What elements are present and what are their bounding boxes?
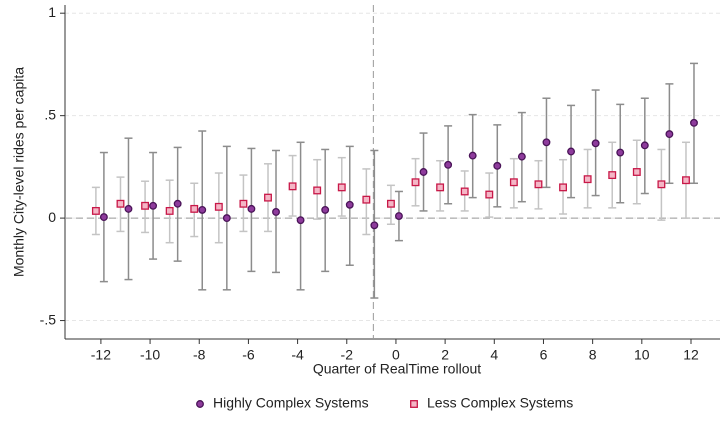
point bbox=[567, 147, 576, 156]
y-tick-label: 0 bbox=[48, 209, 56, 225]
point bbox=[337, 183, 346, 192]
x-tick-label: 6 bbox=[540, 347, 548, 363]
point bbox=[640, 141, 649, 150]
x-axis-title: Quarter of RealTime rollout bbox=[313, 361, 481, 377]
x-tick-label: 0 bbox=[392, 347, 400, 363]
point bbox=[141, 201, 150, 210]
point bbox=[288, 182, 297, 191]
point bbox=[321, 205, 330, 214]
point bbox=[485, 190, 494, 199]
point bbox=[509, 178, 518, 187]
x-tick-label: 10 bbox=[634, 347, 650, 363]
point bbox=[591, 139, 600, 148]
point bbox=[165, 206, 174, 215]
point bbox=[436, 183, 445, 192]
point bbox=[239, 199, 248, 208]
point bbox=[394, 212, 403, 221]
x-tick-label: 12 bbox=[683, 347, 699, 363]
x-tick-label: -10 bbox=[140, 347, 160, 363]
point bbox=[386, 199, 395, 208]
point bbox=[460, 187, 469, 196]
x-tick-label: -4 bbox=[291, 347, 304, 363]
point bbox=[534, 180, 543, 189]
point bbox=[608, 171, 617, 180]
point bbox=[517, 152, 526, 161]
point bbox=[583, 175, 592, 184]
point bbox=[116, 199, 125, 208]
point bbox=[542, 138, 551, 147]
point bbox=[690, 118, 698, 127]
point bbox=[370, 221, 379, 230]
point bbox=[149, 201, 158, 210]
x-tick-label: 8 bbox=[589, 347, 597, 363]
legend-marker bbox=[196, 400, 204, 408]
point bbox=[682, 176, 690, 185]
point bbox=[493, 161, 502, 170]
point bbox=[665, 130, 674, 139]
point bbox=[362, 195, 371, 204]
point bbox=[190, 204, 199, 213]
x-tick-label: -8 bbox=[193, 347, 206, 363]
legend-label: Less Complex Systems bbox=[427, 395, 573, 411]
x-tick-label: -2 bbox=[341, 347, 354, 363]
point bbox=[632, 168, 641, 176]
point bbox=[313, 186, 322, 195]
point bbox=[214, 202, 223, 211]
point bbox=[616, 148, 625, 157]
point bbox=[559, 183, 568, 192]
point bbox=[419, 168, 428, 176]
y-tick-label: 1 bbox=[48, 4, 56, 20]
point bbox=[657, 180, 666, 189]
legend-marker bbox=[410, 400, 418, 408]
point bbox=[444, 160, 453, 169]
point bbox=[411, 178, 420, 187]
point bbox=[296, 216, 305, 225]
y-tick-label: .5 bbox=[44, 106, 56, 122]
x-tick-label: -6 bbox=[242, 347, 255, 363]
point bbox=[173, 199, 182, 208]
point bbox=[264, 193, 272, 202]
point bbox=[91, 206, 100, 215]
x-tick-label: 4 bbox=[490, 347, 498, 363]
y-axis-title: Monthly City-level rides per capita bbox=[11, 67, 27, 277]
point bbox=[198, 205, 207, 214]
point bbox=[272, 208, 280, 216]
point bbox=[124, 204, 133, 213]
point bbox=[247, 204, 256, 213]
legend-label: Highly Complex Systems bbox=[213, 395, 369, 411]
y-tick-label: -.5 bbox=[40, 311, 57, 327]
point bbox=[468, 151, 477, 160]
point bbox=[99, 213, 108, 222]
x-tick-label: -12 bbox=[91, 347, 111, 363]
point bbox=[222, 214, 231, 223]
x-tick-label: 2 bbox=[441, 347, 449, 363]
point bbox=[345, 200, 354, 209]
